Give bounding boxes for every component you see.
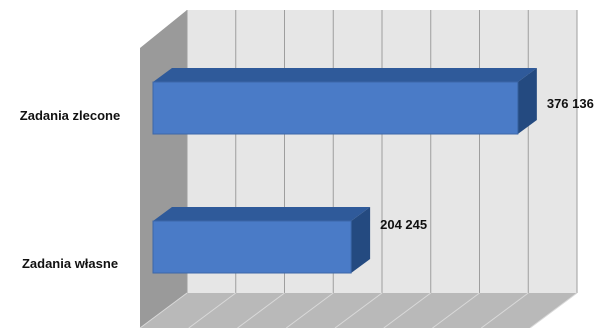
- category-label: Zadania zlecone: [20, 108, 120, 123]
- floor-gridline: [480, 292, 529, 328]
- bars: [152, 68, 537, 274]
- labels: Zadania zlecone 376 136 Zadania własne 204 …: [20, 96, 594, 271]
- floor-gridline: [383, 292, 432, 328]
- floor-gridline: [285, 292, 334, 328]
- data-label: 376 136: [547, 96, 594, 111]
- bar-top-face: [153, 68, 537, 82]
- bar: [152, 207, 371, 274]
- floor-gridline: [237, 292, 285, 328]
- floor-gridline: [334, 292, 383, 328]
- left-wall: [140, 10, 187, 328]
- category-label: Zadania własne: [22, 256, 118, 271]
- floor-gridline: [139, 292, 188, 328]
- floor-gridline: [529, 292, 578, 328]
- bar-top-face: [153, 207, 371, 221]
- chart-walls: [140, 10, 577, 328]
- bar-side-face: [517, 68, 537, 134]
- bar: [152, 68, 537, 135]
- data-label: 204 245: [380, 217, 427, 232]
- bar-front-face: [152, 220, 352, 274]
- bar-front-face: [152, 81, 519, 135]
- floor-gridline: [432, 292, 480, 328]
- floor-gridline: [188, 292, 237, 328]
- bar-side-face: [351, 207, 371, 273]
